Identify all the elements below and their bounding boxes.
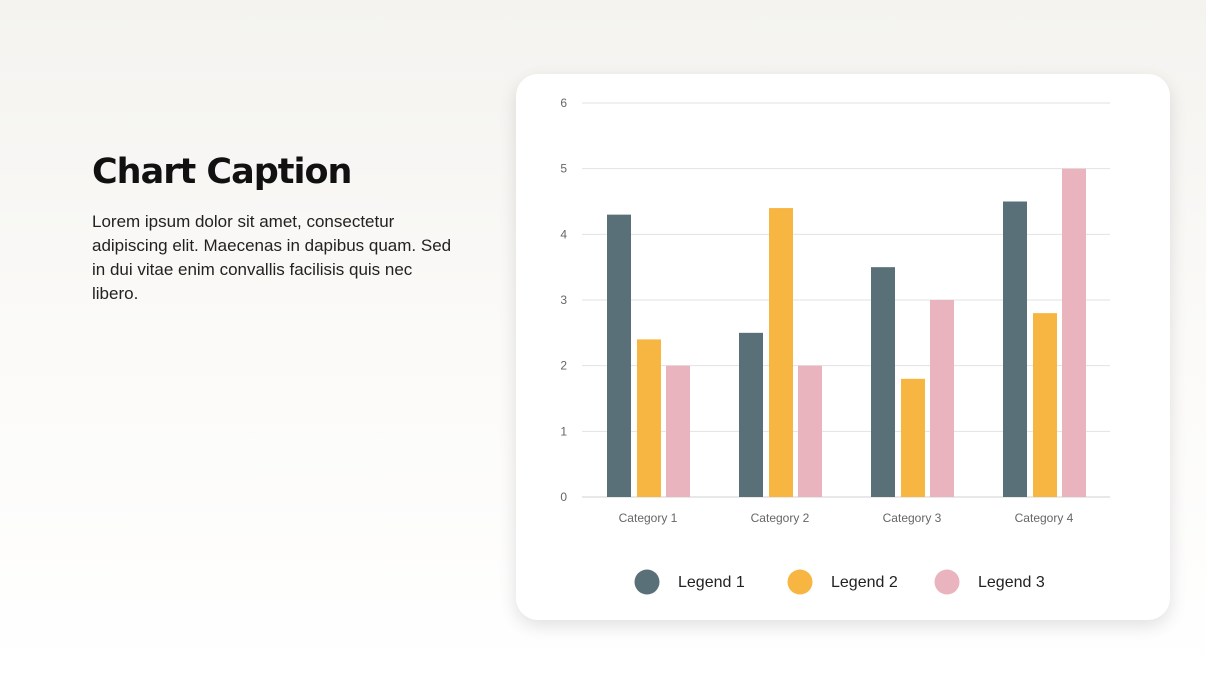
x-tick-label: Category 2: [751, 511, 810, 525]
bar: [901, 378, 925, 497]
bar: [1062, 168, 1086, 497]
legend-marker: [787, 569, 813, 595]
y-tick-label: 4: [560, 227, 567, 241]
legend-marker: [634, 569, 660, 595]
y-tick-label: 2: [560, 359, 567, 373]
bar: [739, 332, 763, 497]
legend-marker: [934, 569, 960, 595]
bar: [666, 365, 690, 497]
y-tick-label: 1: [560, 424, 567, 438]
bar: [607, 214, 631, 497]
bar: [1003, 201, 1027, 497]
x-tick-label: Category 3: [883, 511, 942, 525]
legend-label: Legend 3: [978, 574, 1045, 591]
x-tick-label: Category 4: [1015, 511, 1074, 525]
x-tick-label: Category 1: [619, 511, 678, 525]
bar: [769, 208, 793, 498]
y-tick-label: 5: [560, 162, 567, 176]
bar: [637, 339, 661, 497]
bar: [871, 267, 895, 497]
legend-label: Legend 2: [831, 574, 898, 591]
legend-label: Legend 1: [678, 574, 745, 591]
y-tick-label: 0: [560, 490, 567, 504]
y-tick-label: 3: [560, 293, 567, 307]
bar: [1033, 313, 1057, 497]
caption: Chart Caption Lorem ipsum dolor sit amet…: [92, 152, 452, 306]
bar: [798, 365, 822, 497]
y-tick-label: 6: [560, 96, 567, 110]
caption-title: Chart Caption: [92, 152, 352, 192]
caption-body: Lorem ipsum dolor sit amet, consectetur …: [92, 212, 452, 303]
bar: [930, 300, 954, 497]
